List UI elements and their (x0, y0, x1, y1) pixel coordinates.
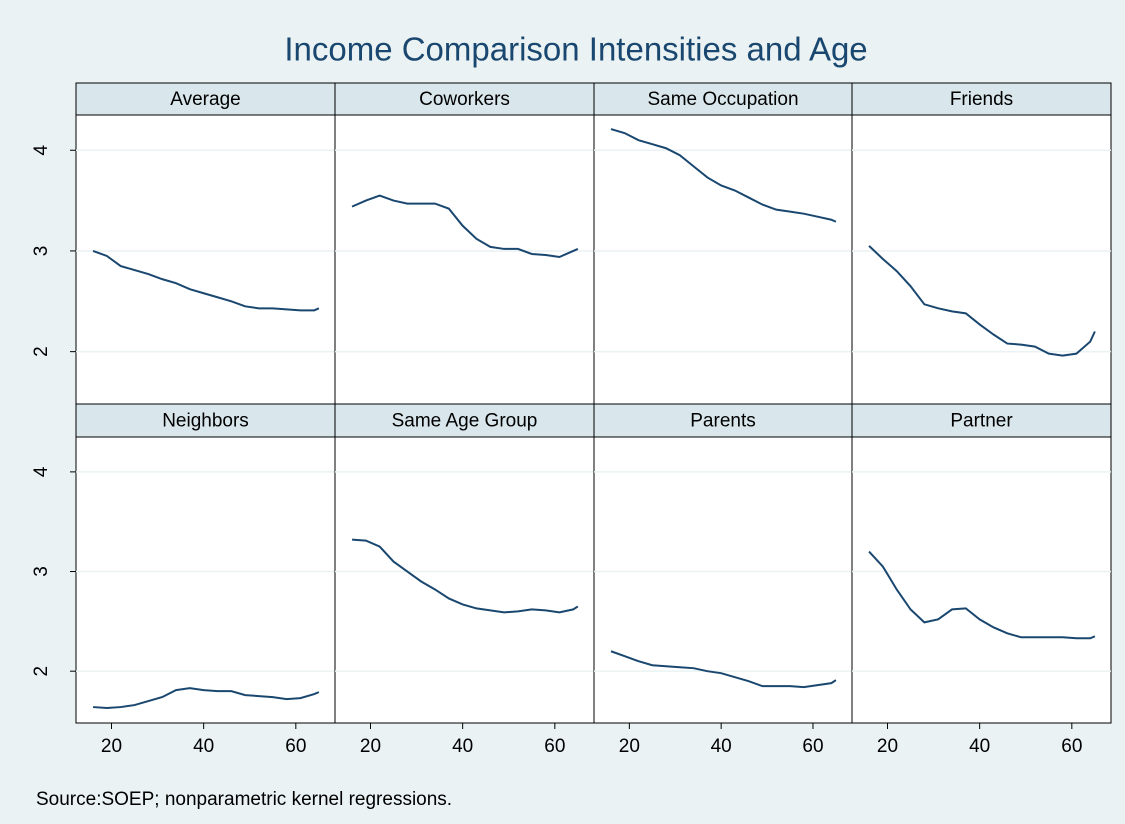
chart-title: Income Comparison Intensities and Age (284, 31, 867, 68)
panel-header (593, 403, 853, 438)
panel-header (593, 82, 853, 116)
x-tick-label: 40 (711, 736, 732, 757)
x-tick-label: 20 (360, 736, 381, 757)
x-tick-label: 40 (969, 736, 990, 757)
y-tick-label: 2 (31, 666, 52, 677)
panel-title: Average (170, 89, 240, 110)
line (610, 650, 837, 689)
x-tick-label: 60 (285, 736, 306, 757)
panel-title: Parents (690, 411, 755, 432)
panel-title: Friends (950, 89, 1013, 110)
plot-area (851, 114, 1112, 405)
x-tick-label: 20 (101, 736, 122, 757)
line (92, 250, 320, 312)
panel-header (851, 403, 1112, 438)
plot-area (593, 114, 853, 405)
line (610, 128, 837, 223)
y-tick-label: 3 (31, 246, 52, 257)
x-tick-label: 40 (452, 736, 473, 757)
panel-header (75, 403, 336, 438)
panel-title: Same Occupation (647, 89, 798, 110)
x-tick-label: 60 (1061, 736, 1082, 757)
y-tick-label: 2 (31, 346, 52, 357)
x-tick-label: 60 (544, 736, 565, 757)
panel-title: Neighbors (162, 411, 249, 432)
note: Source:SOEP; nonparametric kernel regres… (36, 789, 452, 810)
plot-area (334, 114, 595, 405)
panel-header (851, 82, 1112, 116)
x-tick-label: 20 (877, 736, 898, 757)
x-tick-label: 40 (193, 736, 214, 757)
plot-area (851, 436, 1112, 724)
line (868, 550, 1096, 640)
line (351, 538, 579, 614)
plot-area (75, 436, 336, 724)
x-tick-label: 60 (802, 736, 823, 757)
panel-title: Coworkers (419, 89, 510, 110)
panel-header (334, 403, 595, 438)
line (92, 687, 320, 710)
y-tick-label: 4 (31, 145, 52, 156)
panel-header (334, 82, 595, 116)
panel-title: Partner (950, 411, 1013, 432)
panel-title: Same Age Group (392, 411, 538, 432)
plot-area (334, 436, 595, 724)
line (351, 194, 579, 259)
y-tick-label: 4 (31, 466, 52, 477)
line (868, 245, 1096, 357)
panel-header (75, 82, 336, 116)
plot-area (75, 114, 336, 405)
plot-area (593, 436, 853, 724)
y-tick-label: 3 (31, 566, 52, 577)
x-tick-label: 20 (619, 736, 640, 757)
